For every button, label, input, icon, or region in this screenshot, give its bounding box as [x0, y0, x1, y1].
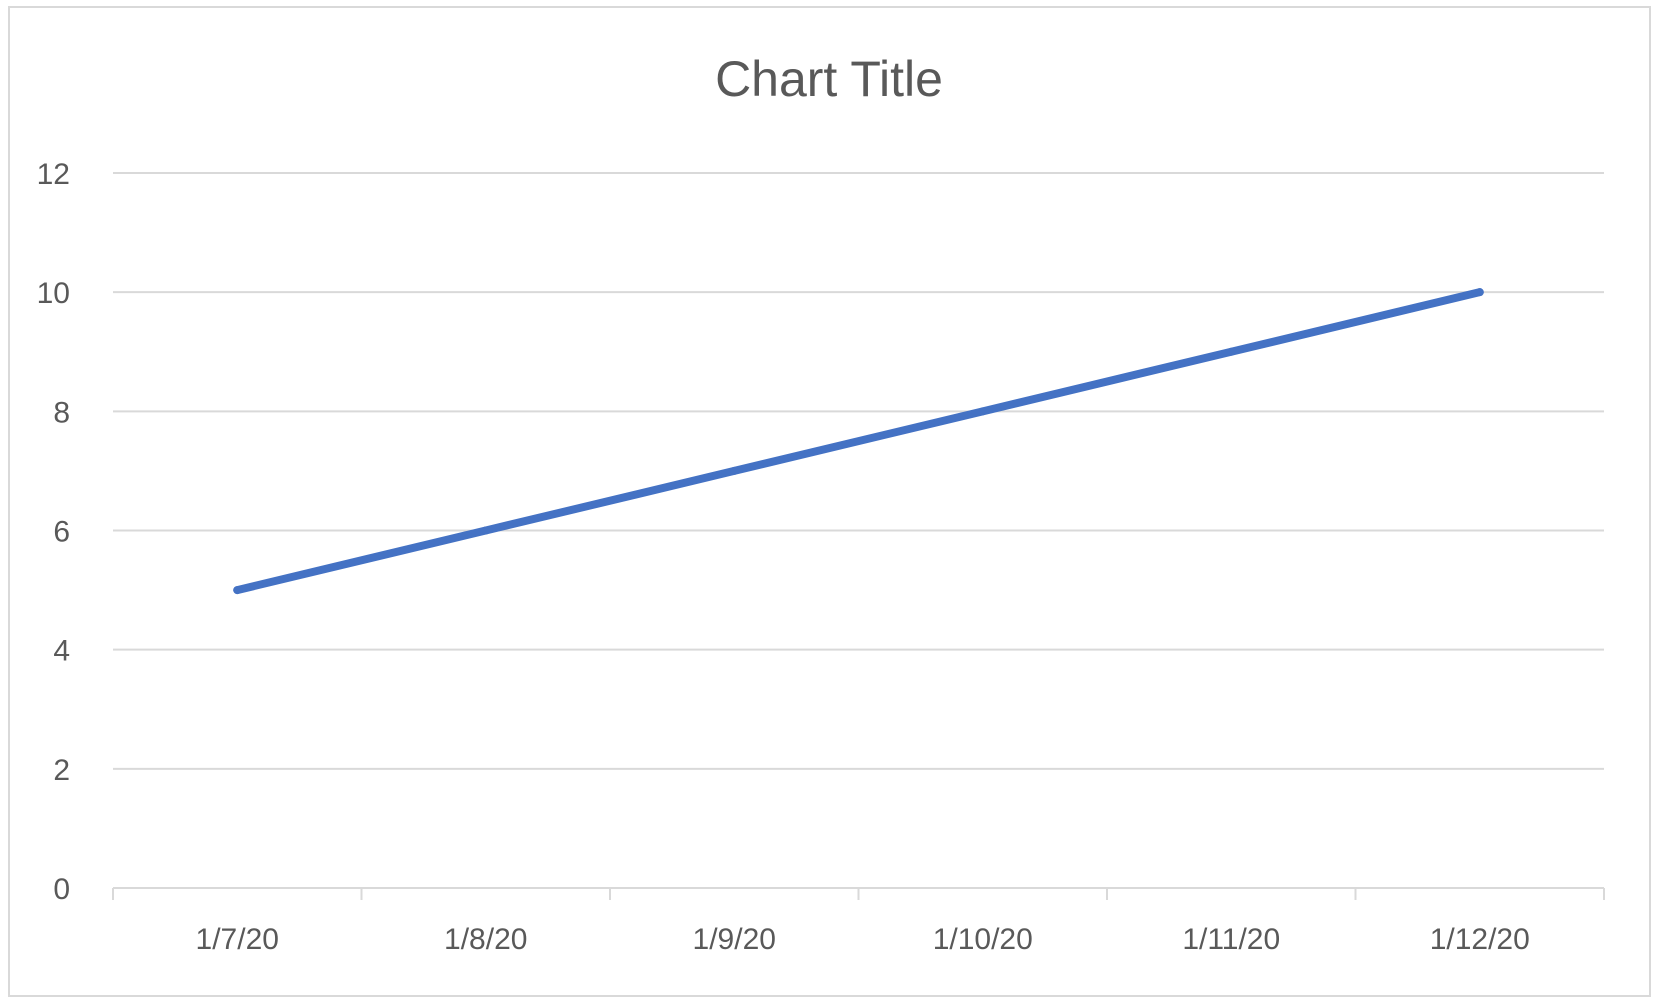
series-layer — [233, 288, 1484, 595]
data-point — [233, 586, 242, 595]
data-point — [730, 466, 739, 475]
y-tick-label: 6 — [53, 516, 70, 549]
data-point — [481, 526, 490, 535]
chart-title: Chart Title — [715, 51, 943, 107]
x-tick-label: 1/7/20 — [196, 923, 279, 956]
data-point — [1227, 347, 1236, 356]
x-tick-label: 1/9/20 — [693, 923, 776, 956]
y-tick-label: 8 — [53, 396, 70, 429]
data-point — [1475, 288, 1484, 297]
y-tick-label: 10 — [37, 277, 70, 310]
y-tick-label: 0 — [53, 873, 70, 906]
x-axis-tick-labels: 1/7/20 1/8/20 1/9/20 1/10/20 1/11/20 1/12/20 — [196, 923, 1530, 956]
data-point — [978, 407, 987, 416]
series-line — [233, 288, 1484, 595]
y-tick-label: 12 — [37, 158, 70, 191]
chart-frame — [8, 6, 1651, 997]
x-tick-label: 1/11/20 — [1182, 923, 1280, 956]
y-tick-label: 4 — [53, 635, 70, 668]
x-axis — [112, 887, 1605, 900]
y-tick-label: 2 — [53, 754, 70, 787]
y-axis-tick-labels: 0 2 4 6 8 10 12 — [37, 158, 70, 906]
x-tick-label: 1/12/20 — [1430, 923, 1530, 956]
gridlines — [113, 172, 1604, 770]
x-tick-label: 1/8/20 — [444, 923, 527, 956]
x-tick-label: 1/10/20 — [933, 923, 1033, 956]
